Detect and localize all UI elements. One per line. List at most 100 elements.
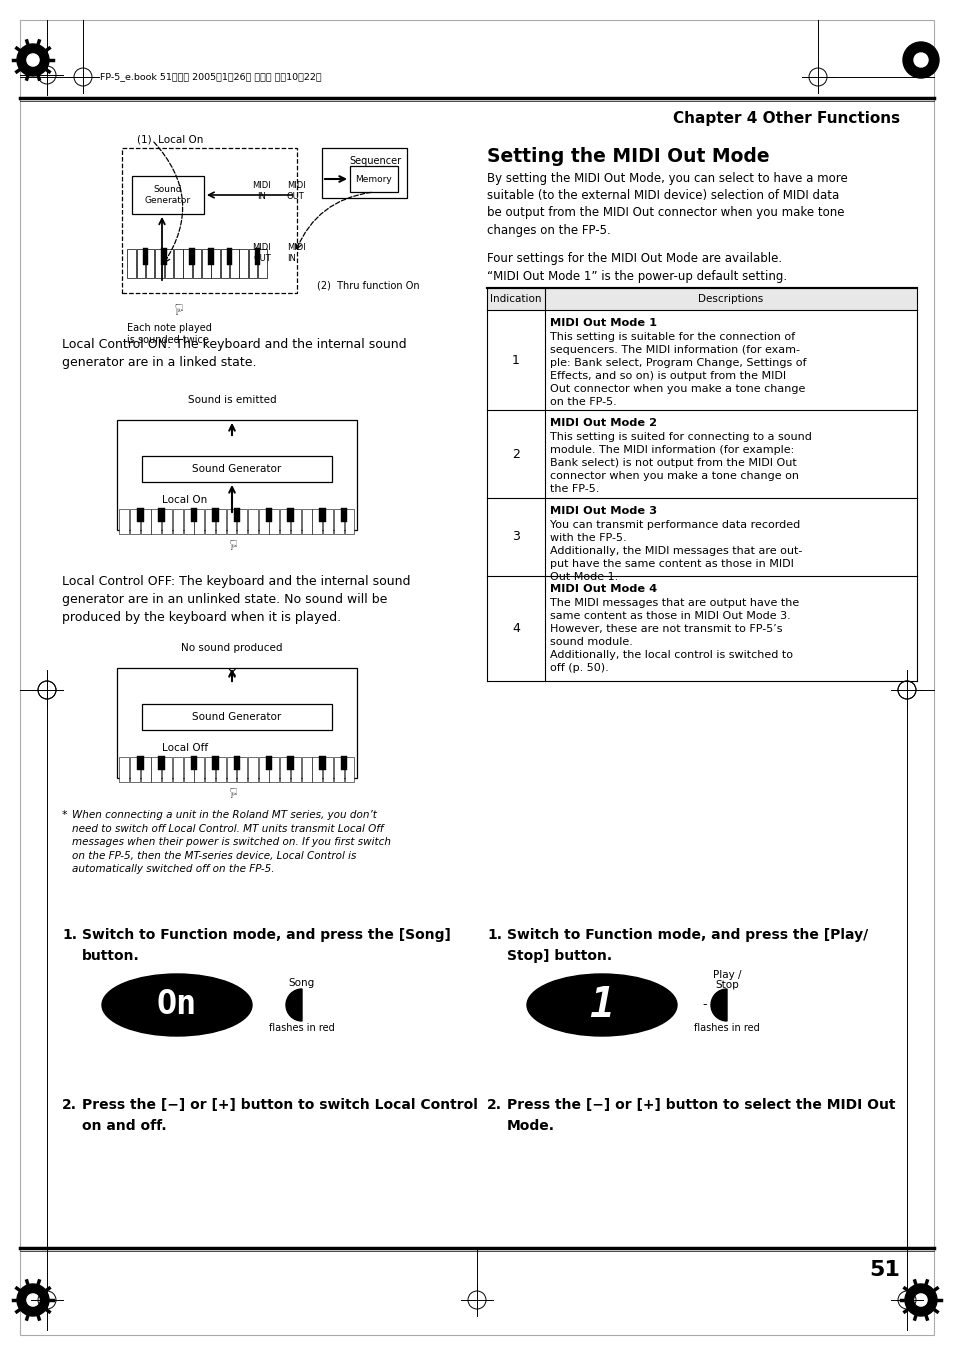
Text: MIDI Out Mode 1: MIDI Out Mode 1: [550, 317, 657, 328]
Bar: [205, 508, 214, 534]
Bar: [141, 508, 151, 534]
Text: 1.: 1.: [486, 928, 501, 942]
Bar: [211, 249, 219, 278]
Circle shape: [17, 45, 49, 76]
Circle shape: [27, 1294, 39, 1306]
Bar: [233, 508, 240, 523]
Bar: [158, 508, 165, 523]
Bar: [344, 757, 355, 782]
Bar: [350, 166, 397, 192]
Bar: [291, 757, 300, 782]
Text: -: -: [702, 998, 706, 1012]
Circle shape: [710, 989, 742, 1021]
Text: Play /
Stop: Play / Stop: [712, 970, 740, 990]
Text: FP-5_e.book 51ページ 2005年1月26日 水曜日 午前10時22分: FP-5_e.book 51ページ 2005年1月26日 水曜日 午前10時22…: [100, 73, 321, 81]
Bar: [334, 508, 343, 534]
Text: Switch to Function mode, and press the [Play/
Stop] button.: Switch to Function mode, and press the […: [506, 928, 867, 963]
Circle shape: [913, 53, 927, 68]
Text: ✕: ✕: [226, 666, 236, 680]
Text: Sequencer: Sequencer: [350, 155, 401, 166]
Bar: [230, 249, 238, 278]
Bar: [266, 757, 273, 770]
Circle shape: [286, 989, 317, 1021]
Circle shape: [17, 1283, 49, 1316]
Bar: [142, 704, 332, 730]
Bar: [117, 420, 356, 530]
Text: Press the [−] or [+] button to switch Local Control
on and off.: Press the [−] or [+] button to switch Lo…: [82, 1098, 477, 1132]
Bar: [486, 288, 916, 309]
Bar: [212, 757, 218, 770]
Wedge shape: [710, 989, 726, 1021]
Bar: [544, 409, 916, 499]
Bar: [226, 508, 236, 534]
Text: Setting the MIDI Out Mode: Setting the MIDI Out Mode: [486, 147, 769, 166]
Text: Local On: Local On: [162, 494, 207, 505]
Bar: [486, 309, 544, 409]
Bar: [183, 249, 192, 278]
Text: ☝: ☝: [172, 300, 181, 315]
Ellipse shape: [102, 974, 252, 1036]
Text: By setting the MIDI Out Mode, you can select to have a more
suitable (to the ext: By setting the MIDI Out Mode, you can se…: [486, 172, 847, 236]
Bar: [173, 249, 182, 278]
Bar: [319, 757, 326, 770]
Text: No sound produced: No sound produced: [181, 643, 282, 653]
Text: 4: 4: [512, 621, 519, 635]
Bar: [205, 757, 214, 782]
Bar: [257, 249, 266, 278]
Text: Song: Song: [289, 978, 314, 988]
Text: MIDI Out Mode 4: MIDI Out Mode 4: [550, 584, 657, 594]
Bar: [322, 149, 407, 199]
Bar: [127, 249, 135, 278]
Text: Local Off: Local Off: [162, 743, 208, 753]
Text: ☝: ☝: [228, 535, 236, 549]
Bar: [152, 508, 161, 534]
Bar: [194, 508, 204, 534]
Bar: [287, 508, 294, 523]
Bar: [237, 757, 247, 782]
Bar: [226, 757, 236, 782]
Bar: [258, 757, 269, 782]
Bar: [248, 508, 257, 534]
Bar: [191, 757, 197, 770]
Bar: [544, 576, 916, 681]
Bar: [266, 508, 273, 523]
Bar: [215, 508, 226, 534]
Text: 3: 3: [512, 531, 519, 543]
Bar: [233, 757, 240, 770]
Bar: [486, 576, 544, 681]
Bar: [130, 508, 140, 534]
Bar: [119, 508, 129, 534]
Text: MIDI
IN: MIDI IN: [253, 181, 271, 201]
Text: ☝: ☝: [228, 784, 236, 797]
Ellipse shape: [526, 974, 677, 1036]
Text: MIDI
OUT: MIDI OUT: [287, 181, 305, 201]
Bar: [161, 249, 167, 265]
Text: Descriptions: Descriptions: [698, 295, 762, 304]
Bar: [220, 249, 229, 278]
Bar: [334, 757, 343, 782]
Wedge shape: [286, 989, 302, 1021]
Text: Press the [−] or [+] button to select the MIDI Out
Mode.: Press the [−] or [+] button to select th…: [506, 1098, 895, 1132]
Circle shape: [902, 42, 938, 78]
Circle shape: [904, 1283, 936, 1316]
Text: On: On: [156, 989, 197, 1021]
Bar: [202, 249, 211, 278]
Bar: [287, 757, 294, 770]
Text: Switch to Function mode, and press the [Song]
button.: Switch to Function mode, and press the […: [82, 928, 451, 963]
Text: Four settings for the MIDI Out Mode are available.: Four settings for the MIDI Out Mode are …: [486, 253, 781, 265]
Bar: [544, 499, 916, 576]
Bar: [137, 757, 144, 770]
Text: MIDI Out Mode 3: MIDI Out Mode 3: [550, 507, 657, 516]
Bar: [258, 508, 269, 534]
Circle shape: [914, 1294, 926, 1306]
Bar: [291, 508, 300, 534]
Bar: [191, 508, 197, 523]
Bar: [544, 309, 916, 409]
Text: Memory: Memory: [355, 174, 392, 184]
Text: This setting is suitable for the connection of
sequencers. The MIDI information : This setting is suitable for the connect…: [550, 332, 805, 407]
Bar: [319, 508, 326, 523]
Bar: [323, 508, 333, 534]
Text: MIDI
IN: MIDI IN: [287, 243, 305, 262]
Bar: [486, 409, 544, 499]
Bar: [122, 149, 296, 293]
